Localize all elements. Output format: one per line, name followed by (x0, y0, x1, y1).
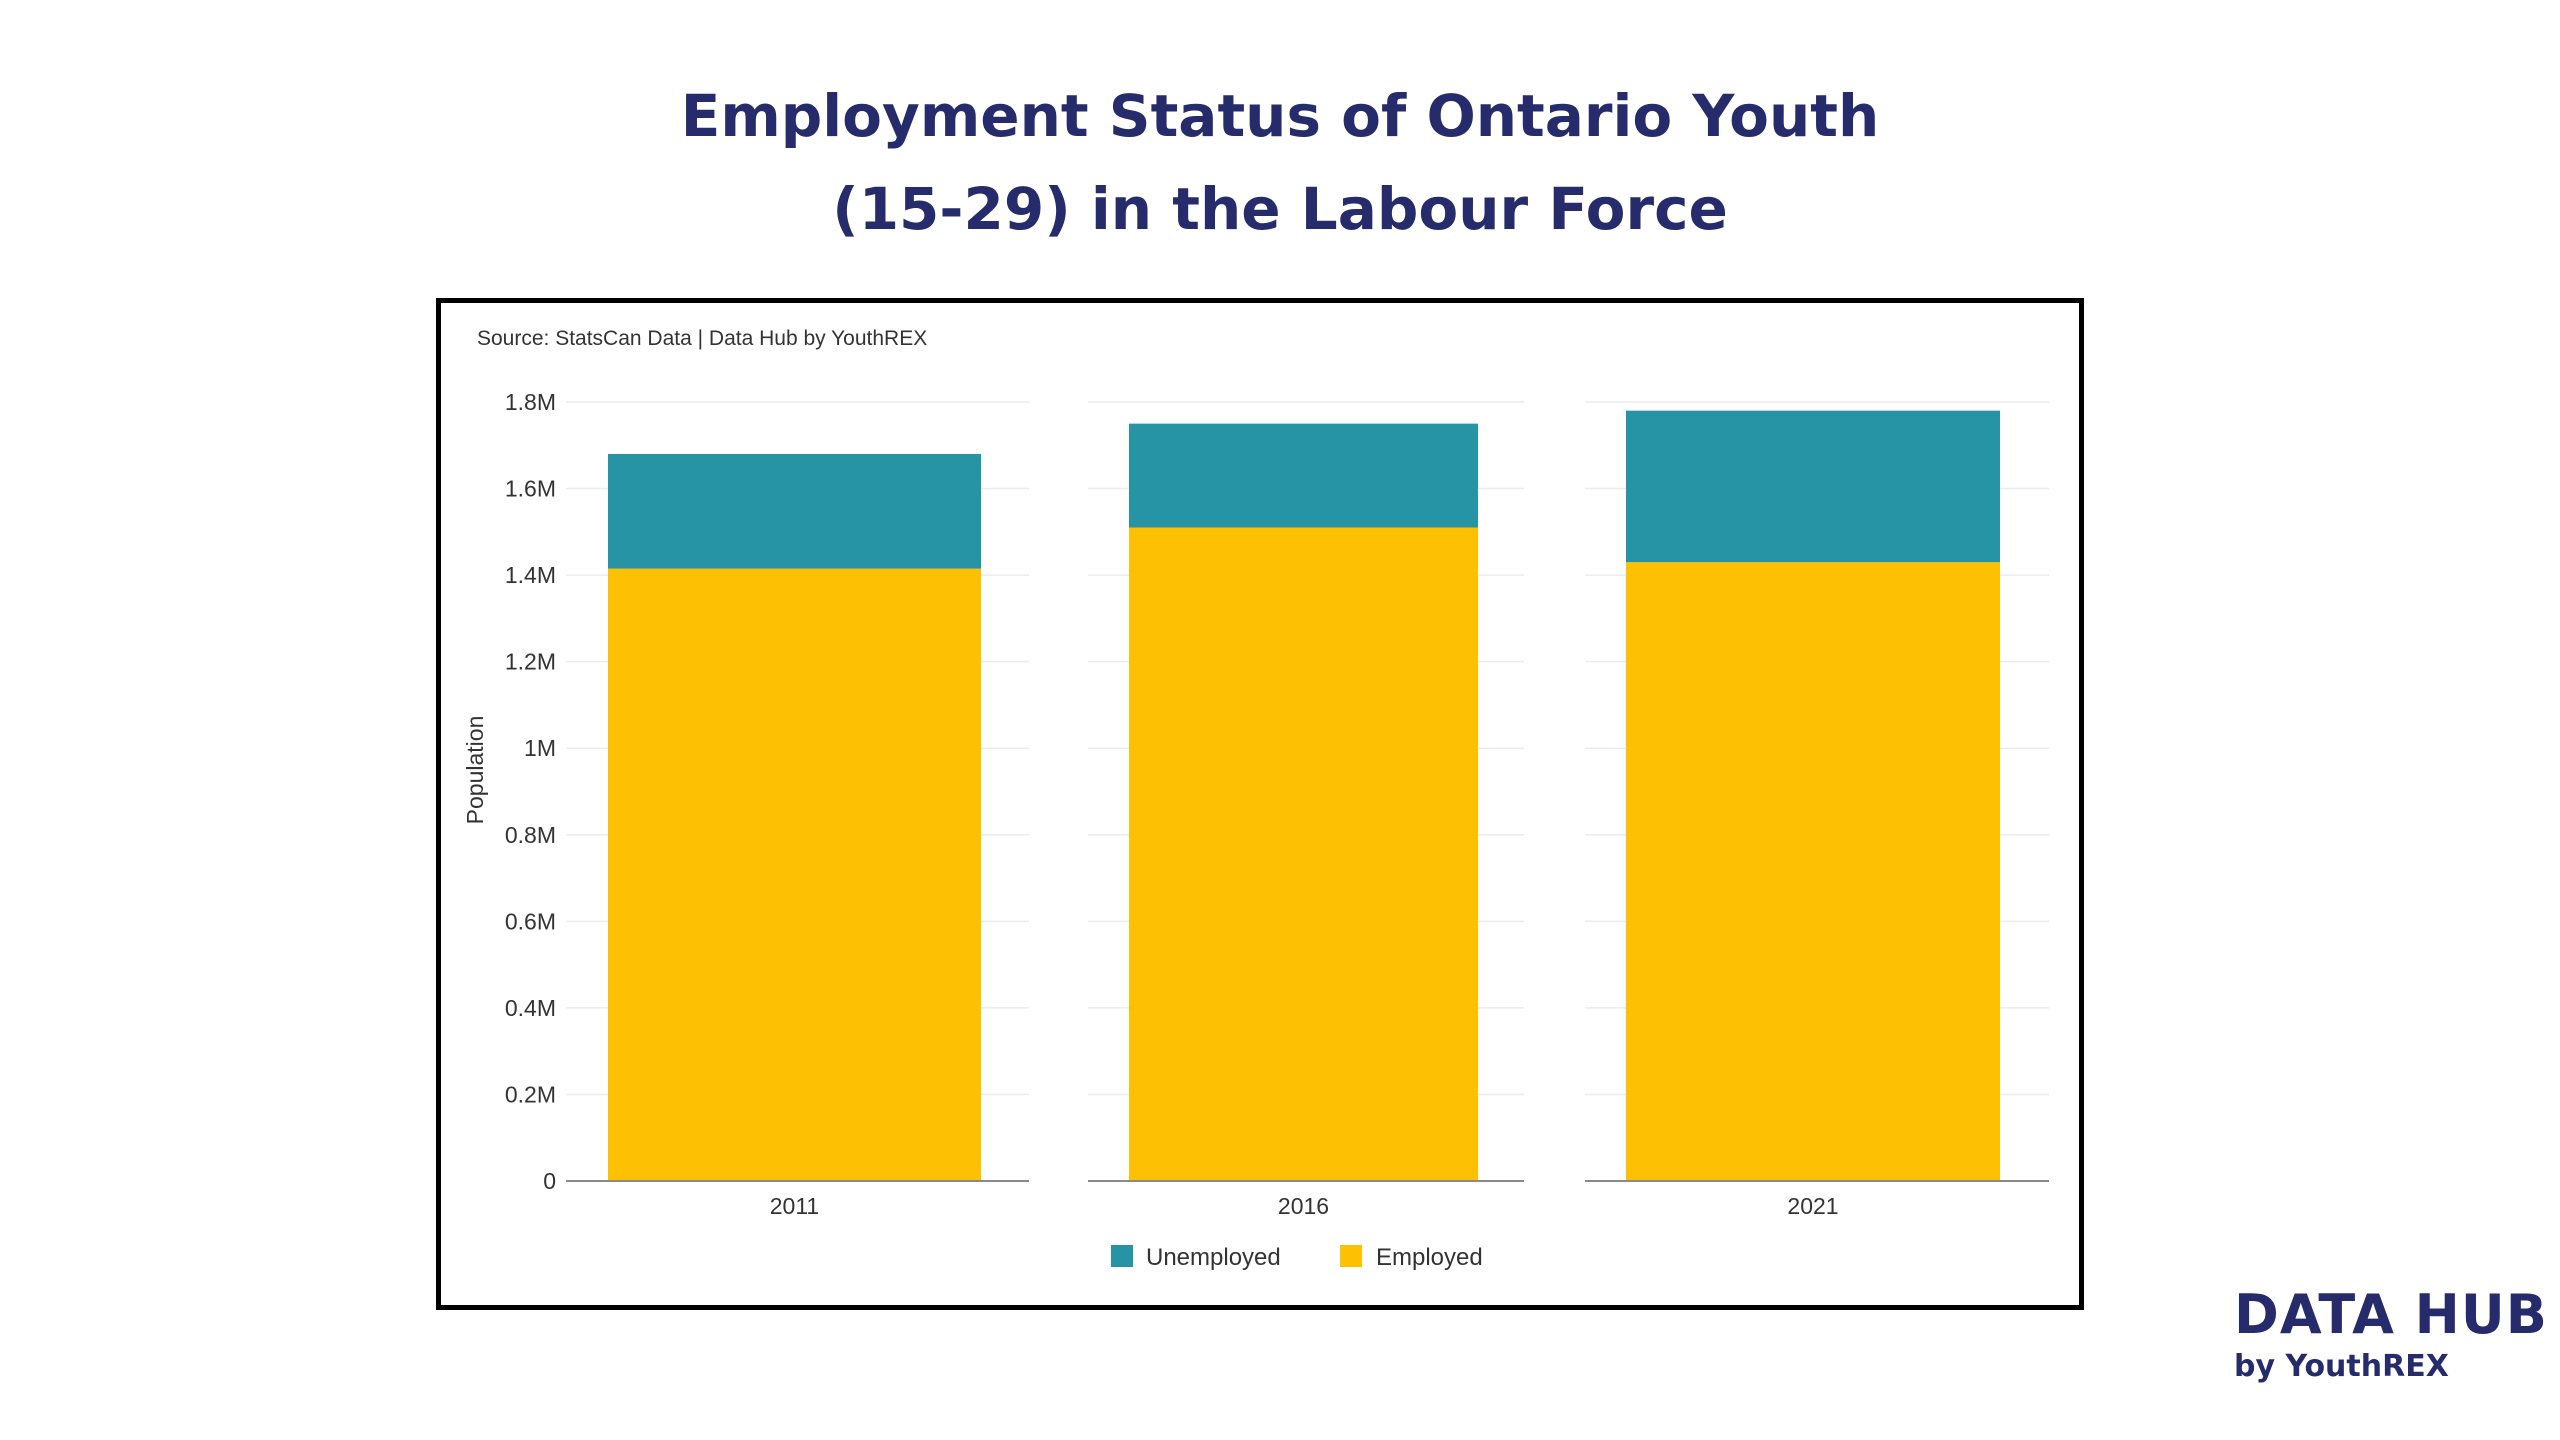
y-tick-label: 0.4M (505, 995, 556, 1021)
y-tick-label: 1.8M (505, 389, 556, 415)
y-tick-label: 1.2M (505, 649, 556, 675)
title-line-1: Employment Status of Ontario Youth (680, 82, 1880, 150)
legend-label-unemployed: Unemployed (1146, 1244, 1281, 1271)
source-note: Source: StatsCan Data | Data Hub by Yout… (477, 327, 927, 350)
y-axis-label: Population (462, 716, 488, 825)
legend-swatch-unemployed (1111, 1245, 1133, 1267)
y-tick-label: 0.2M (505, 1081, 556, 1107)
stacked-bar-chart: Source: StatsCan Data | Data Hub by Yout… (462, 327, 2049, 1271)
bar-employed-2011 (608, 568, 981, 1181)
chart-frame: Source: StatsCan Data | Data Hub by Yout… (436, 298, 2084, 1310)
title-line-2: (15-29) in the Labour Force (832, 175, 1728, 243)
y-tick-label: 0.8M (505, 822, 556, 848)
y-tick-label: 0.6M (505, 908, 556, 934)
brand-sub: by YouthREX (2234, 1349, 2449, 1384)
bar-employed-2021 (1626, 562, 2000, 1181)
bar-unemployed-2011 (608, 453, 981, 569)
legend-label-employed: Employed (1376, 1244, 1483, 1271)
brand-logo: DATA HUB by YouthREX (2234, 1283, 2548, 1387)
legend-swatch-employed (1340, 1245, 1362, 1267)
chart-title: Employment Status of Ontario Youth (15-2… (0, 70, 2560, 256)
y-tick-label: 1M (524, 735, 556, 761)
y-tick-label: 1.4M (505, 562, 556, 588)
bar-unemployed-2016 (1129, 423, 1478, 528)
bar-unemployed-2021 (1626, 410, 2000, 563)
x-tick-label: 2016 (1278, 1193, 1329, 1219)
bar-employed-2016 (1129, 527, 1478, 1181)
y-tick-label: 0 (543, 1168, 556, 1194)
x-tick-label: 2021 (1787, 1193, 1838, 1219)
brand-name: DATA HUB (2234, 1283, 2548, 1346)
x-tick-label: 2011 (770, 1193, 819, 1219)
y-tick-label: 1.6M (505, 476, 556, 502)
